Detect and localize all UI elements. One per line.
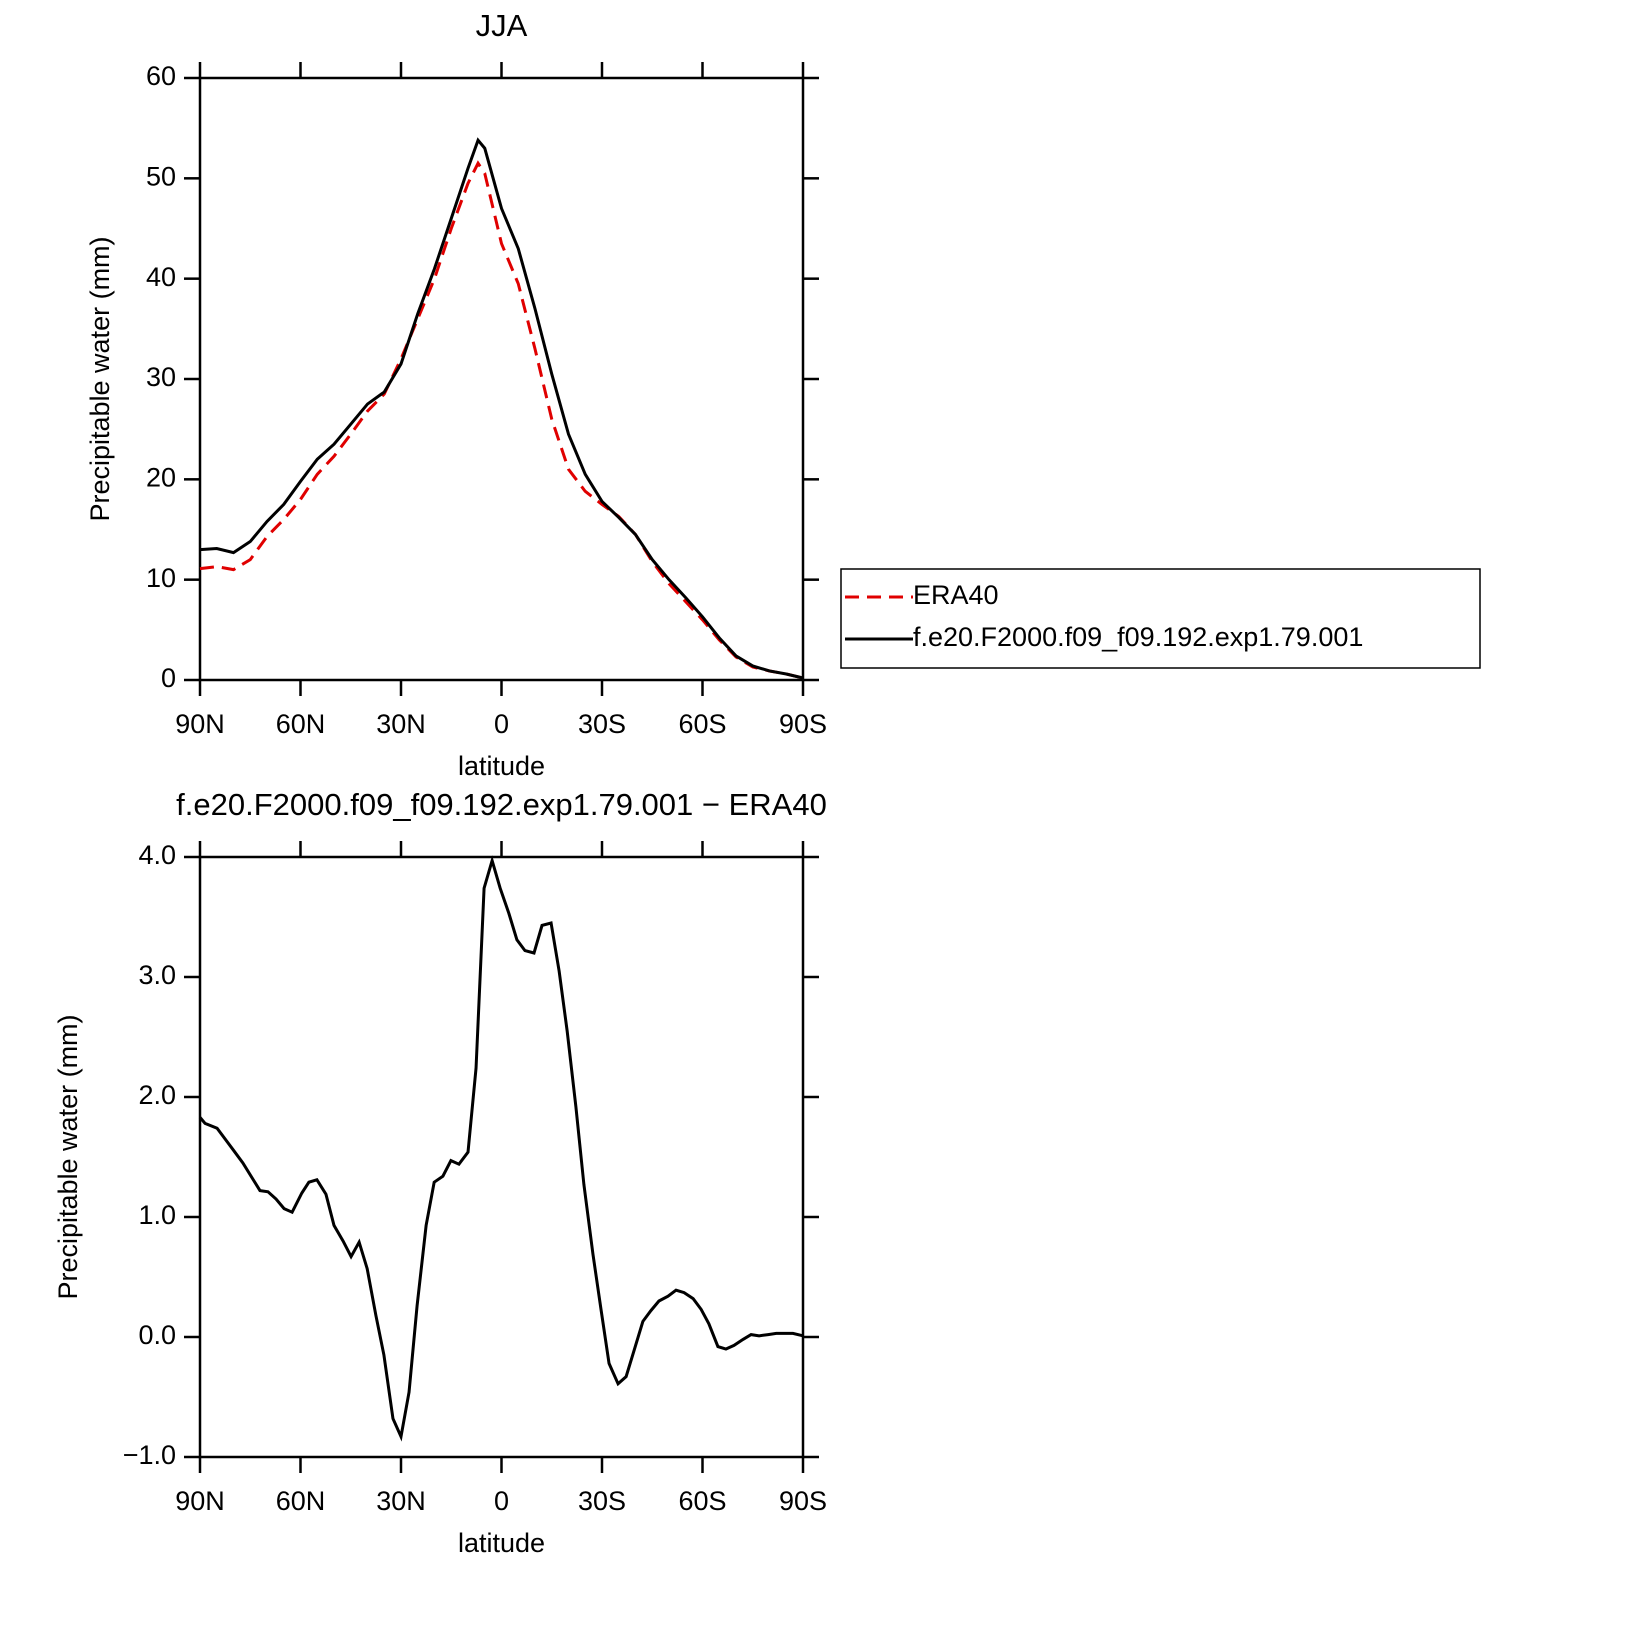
y-tick-label: 40 — [146, 262, 176, 292]
y-tick-label: 1.0 — [138, 1200, 176, 1230]
y-tick-label: 0.0 — [138, 1320, 176, 1350]
legend-label: f.e20.F2000.f09_f09.192.exp1.79.001 — [913, 622, 1363, 652]
y-tick-label: 50 — [146, 161, 176, 191]
chart-title: f.e20.F2000.f09_f09.192.exp1.79.001 − ER… — [176, 787, 827, 822]
data-line — [198, 855, 804, 1442]
chart-title: JJA — [476, 8, 528, 43]
y-tick-label: 60 — [146, 61, 176, 91]
x-tick-label: 90S — [779, 1486, 827, 1516]
x-axis-label: latitude — [458, 751, 545, 781]
x-tick-label: 0 — [494, 1486, 509, 1516]
x-tick-label: 30S — [578, 709, 626, 739]
y-axis-label: Precipitable water (mm) — [85, 236, 115, 521]
x-tick-label: 0 — [494, 709, 509, 739]
data-line — [199, 160, 804, 680]
y-axis-label: Precipitable water (mm) — [53, 1014, 83, 1299]
x-tick-label: 30N — [376, 709, 426, 739]
x-tick-label: 60S — [678, 1486, 726, 1516]
legend: ERA40 f.e20.F2000.f09_f09.192.exp1.79.001 — [840, 568, 1481, 669]
legend-label: ERA40 — [913, 580, 999, 610]
x-tick-label: 30N — [376, 1486, 426, 1516]
plot-frame — [198, 855, 805, 1459]
x-tick-label: 60N — [276, 1486, 326, 1516]
x-tick-label: 90N — [175, 709, 225, 739]
x-tick-label: 60S — [678, 709, 726, 739]
x-tick-label: 30S — [578, 1486, 626, 1516]
plot-frame — [198, 76, 805, 682]
x-axis-label: latitude — [458, 1528, 545, 1558]
y-tick-label: 30 — [146, 362, 176, 392]
x-tick-label: 90S — [779, 709, 827, 739]
x-tick-label: 90N — [175, 1486, 225, 1516]
y-tick-label: 0 — [161, 663, 176, 693]
y-tick-label: 3.0 — [138, 960, 176, 990]
y-tick-label: 10 — [146, 563, 176, 593]
y-tick-label: 4.0 — [138, 840, 176, 870]
y-tick-label: −1.0 — [123, 1440, 176, 1470]
x-tick-label: 60N — [276, 709, 326, 739]
y-tick-label: 20 — [146, 462, 176, 492]
y-tick-label: 2.0 — [138, 1080, 176, 1110]
data-line — [199, 137, 804, 680]
legend-box — [840, 568, 1481, 669]
